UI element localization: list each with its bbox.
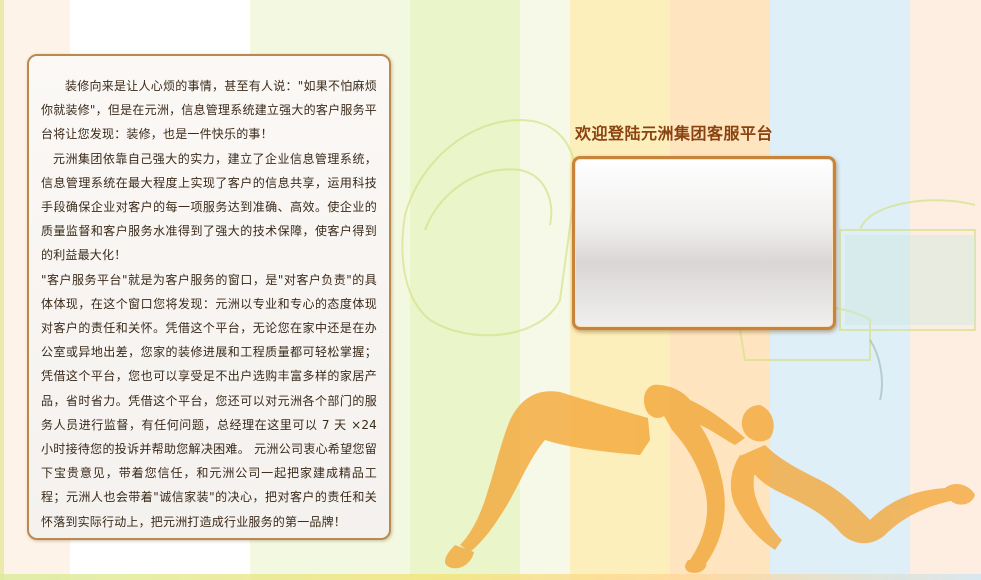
intro-paragraph-2: 元洲集团依靠自己强大的实力，建立了企业信息管理系统，信息管理系统在最大程度上实现… [41,151,377,263]
bottom-accent-bar [0,574,981,580]
intro-paragraph-3: "客户服务平台"就是为客户服务的窗口，是"对客户负责"的具体体现，在这个窗口您将… [41,272,377,529]
intro-text-panel: 装修向来是让人心烦的事情，甚至有人说："如果不怕麻烦你就装修"，但是在元洲，信息… [27,54,391,540]
background-stripe [910,0,981,580]
intro-paragraph-1: 装修向来是让人心烦的事情，甚至有人说："如果不怕麻烦你就装修"，但是在元洲，信息… [41,79,377,142]
welcome-title: 欢迎登陆元洲集团客服平台 [575,124,774,143]
login-box[interactable] [572,156,836,330]
